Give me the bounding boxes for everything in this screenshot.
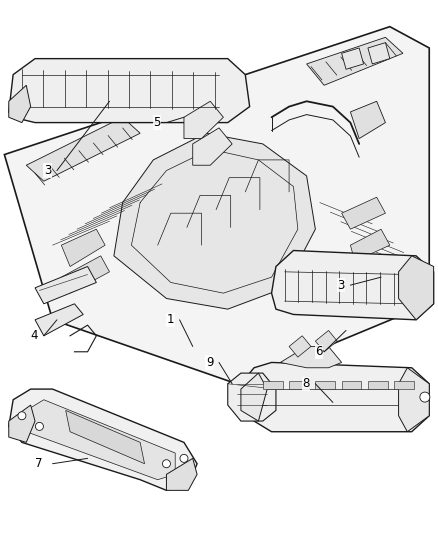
Polygon shape	[228, 373, 276, 421]
Polygon shape	[114, 133, 315, 309]
Polygon shape	[307, 37, 403, 85]
Polygon shape	[9, 389, 197, 490]
Polygon shape	[263, 381, 283, 389]
Polygon shape	[350, 101, 385, 139]
Polygon shape	[26, 117, 140, 181]
Polygon shape	[9, 85, 31, 123]
Polygon shape	[368, 381, 388, 389]
Polygon shape	[399, 256, 434, 320]
Circle shape	[18, 411, 26, 420]
Polygon shape	[184, 101, 223, 139]
Polygon shape	[272, 251, 434, 320]
Polygon shape	[166, 458, 197, 490]
Text: 9: 9	[206, 356, 213, 369]
Polygon shape	[350, 229, 390, 261]
Polygon shape	[342, 48, 364, 69]
Circle shape	[35, 422, 43, 431]
Polygon shape	[289, 336, 311, 357]
Text: 3: 3	[337, 279, 345, 292]
Circle shape	[420, 392, 430, 402]
Polygon shape	[9, 405, 35, 442]
Polygon shape	[35, 304, 83, 336]
Polygon shape	[35, 266, 96, 304]
Polygon shape	[4, 27, 429, 384]
Polygon shape	[193, 128, 232, 165]
Polygon shape	[289, 381, 309, 389]
Text: 6: 6	[315, 345, 323, 358]
Polygon shape	[315, 330, 337, 352]
Polygon shape	[241, 362, 429, 432]
Polygon shape	[394, 381, 414, 389]
Text: 1: 1	[166, 313, 174, 326]
Text: 4: 4	[31, 329, 38, 342]
Polygon shape	[9, 59, 250, 123]
Polygon shape	[342, 197, 385, 229]
Polygon shape	[399, 368, 429, 432]
Polygon shape	[61, 229, 105, 266]
Polygon shape	[368, 43, 390, 64]
Polygon shape	[241, 373, 267, 421]
Polygon shape	[66, 410, 145, 464]
Text: 8: 8	[302, 377, 310, 390]
Text: 7: 7	[35, 457, 42, 470]
Polygon shape	[342, 381, 361, 389]
Polygon shape	[61, 256, 110, 293]
Circle shape	[180, 454, 188, 463]
Text: 3: 3	[44, 164, 51, 177]
Polygon shape	[280, 346, 342, 368]
Circle shape	[162, 459, 170, 468]
Text: 5: 5	[153, 116, 161, 129]
Polygon shape	[315, 381, 335, 389]
Polygon shape	[26, 400, 175, 480]
